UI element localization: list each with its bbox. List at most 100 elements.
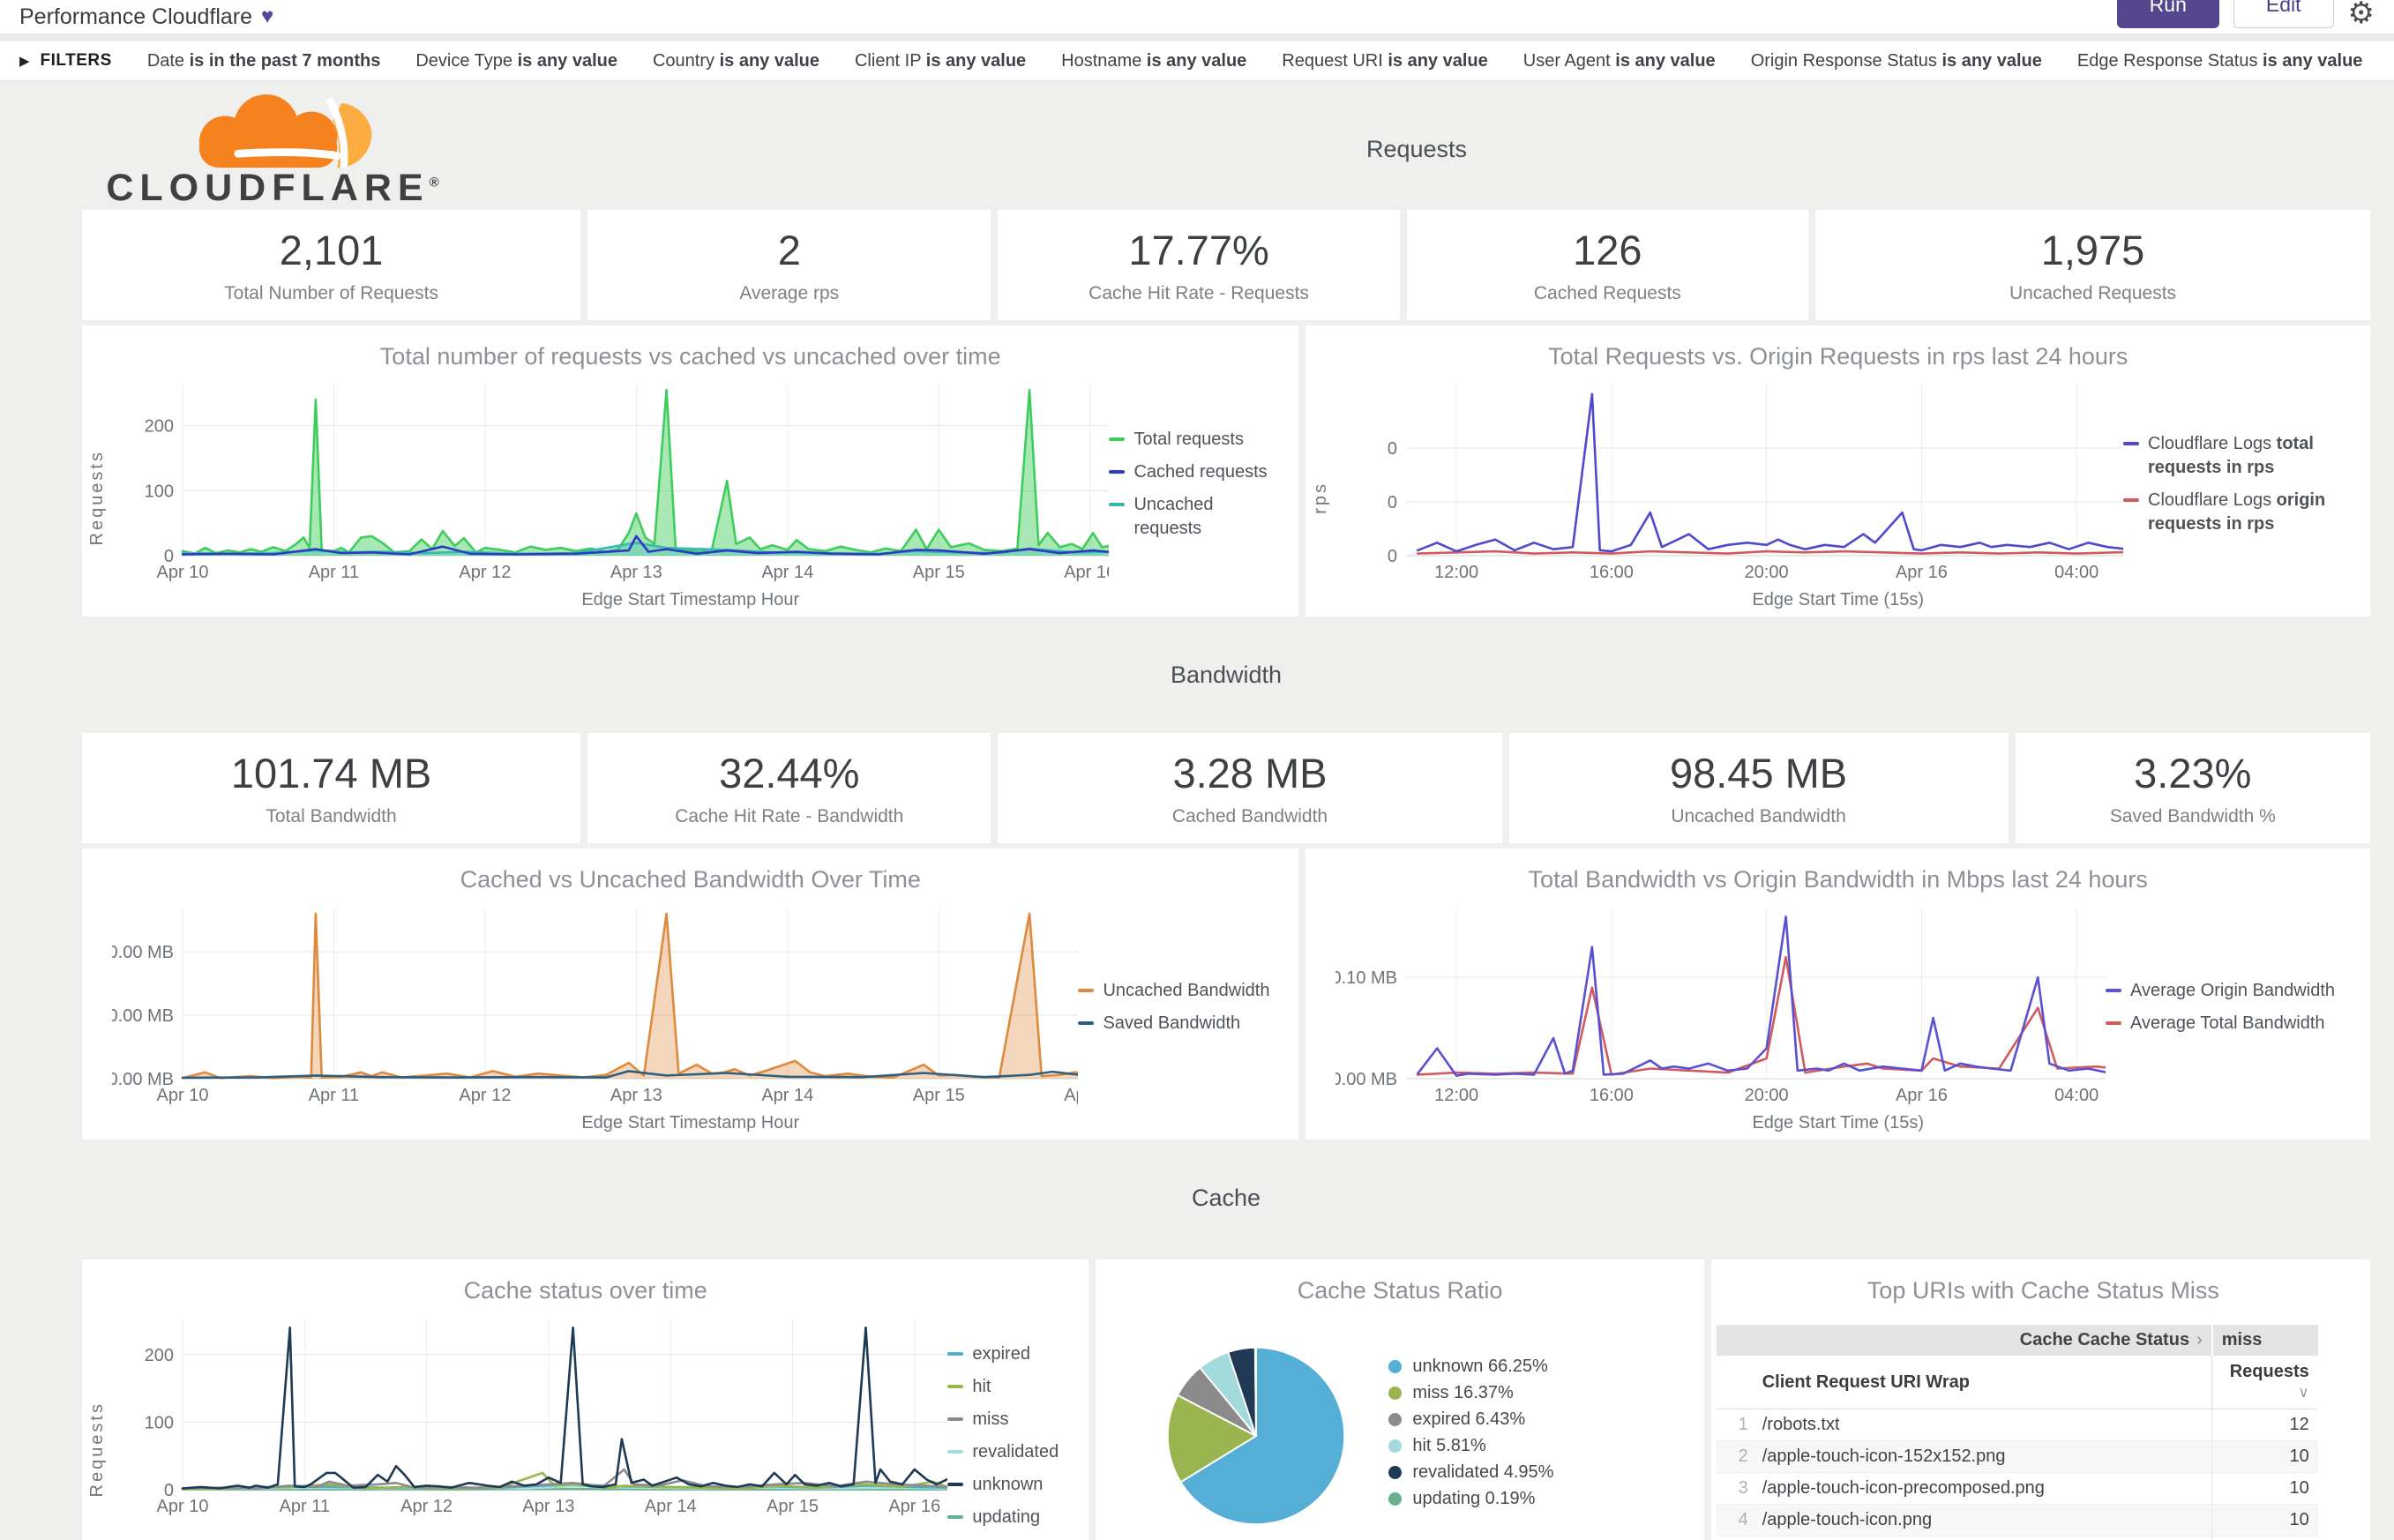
legend-swatch xyxy=(2123,498,2139,502)
filter-item-hostname[interactable]: Hostname is any value xyxy=(1061,51,1246,71)
table-title: Top URIs with Cache Status Miss xyxy=(1867,1277,2219,1304)
topbar: Performance Cloudflare ♥ Run Edit ⚙ xyxy=(0,0,2394,34)
svg-text:Apr 11: Apr 11 xyxy=(280,1497,330,1516)
bandwidth-over-time-plot[interactable]: Apr 10 Apr 11 Apr 12 Apr 13 Apr 14 Apr 15 Apr … xyxy=(112,901,1079,1109)
row-uri[interactable]: /apple-touch-icon-152x152.png xyxy=(1753,1440,2212,1473)
filters-label: FILTERS xyxy=(40,51,112,70)
pie-legend-item-updating[interactable]: updating 0.19% xyxy=(1388,1489,1553,1509)
legend-item-expired[interactable]: expired xyxy=(947,1342,1074,1366)
filters-toggle[interactable]: ▶ FILTERS xyxy=(19,51,112,71)
edit-button[interactable]: Edit xyxy=(2233,0,2334,28)
filter-item-country[interactable]: Country is any value xyxy=(653,51,819,71)
filter-item-request-uri[interactable]: Request URI is any value xyxy=(1282,51,1487,71)
row-uri[interactable]: /apple-touch-icon-precomposed.png xyxy=(1753,1472,2212,1505)
filter-item-edge-response-status[interactable]: Edge Response Status is any value xyxy=(2077,51,2363,71)
svg-text:Apr 12: Apr 12 xyxy=(459,563,511,582)
chart-title: Total Bandwidth vs Origin Bandwidth in M… xyxy=(1528,866,2148,893)
sort-desc-icon: ∨ xyxy=(2298,1384,2309,1401)
legend-item-saved-bandwidth[interactable]: Saved Bandwidth xyxy=(1078,1012,1284,1035)
stat-label: Cache Hit Rate - Bandwidth xyxy=(675,806,904,826)
pie-legend-label: miss 16.37% xyxy=(1412,1383,1514,1402)
pie-legend-item-revalidated[interactable]: revalidated 4.95% xyxy=(1388,1462,1553,1483)
legend-item-uncached-requests[interactable]: Uncached requests xyxy=(1109,493,1284,541)
filter-field: Country xyxy=(652,50,720,71)
legend-item-cached-requests[interactable]: Cached requests xyxy=(1109,460,1284,484)
chart-legend: Uncached Bandwidth Saved Bandwidth xyxy=(1078,901,1298,1113)
legend-swatch xyxy=(947,1515,964,1519)
gear-icon[interactable]: ⚙ xyxy=(2347,0,2375,30)
table-row[interactable]: 2/apple-touch-icon-152x152.png 10 xyxy=(1716,1440,2318,1473)
column-header-uri[interactable]: Client Request URI Wrap xyxy=(1753,1356,2212,1409)
filter-item-origin-response-status[interactable]: Origin Response Status is any value xyxy=(1751,51,2042,71)
svg-text:Apr 16: Apr 16 xyxy=(1064,563,1109,582)
stat-label: Uncached Bandwidth xyxy=(1671,806,1846,826)
row-uri[interactable]: /apple-touch-icon.png xyxy=(1753,1504,2212,1536)
stat-cached-requests: 126 Cached Requests xyxy=(1406,210,1808,320)
legend-swatch xyxy=(1109,437,1126,441)
pie-legend-item-hit[interactable]: hit 5.81% xyxy=(1388,1436,1553,1456)
legend-swatch xyxy=(1109,503,1126,506)
legend-item-total-requests[interactable]: Total requests xyxy=(1109,428,1284,452)
y-axis-label: rps xyxy=(1310,481,1330,514)
row-uri[interactable]: /robots.txt xyxy=(1753,1409,2212,1441)
legend-label-text: Average Origin Bandwidth xyxy=(2130,981,2335,1000)
row-requests: 10 xyxy=(2211,1440,2318,1473)
table-row[interactable]: 1/robots.txt 12 xyxy=(1716,1409,2318,1441)
svg-text:Apr 14: Apr 14 xyxy=(761,563,813,582)
svg-text:0: 0 xyxy=(1388,439,1397,459)
stat-value: 126 xyxy=(1573,227,1642,273)
legend-item-average-total-bandwidth[interactable]: Average Total Bandwidth xyxy=(2106,1012,2356,1035)
row-requests: 7 xyxy=(2211,1536,2318,1540)
run-button[interactable]: Run xyxy=(2116,0,2219,28)
group-header-cell[interactable]: Cache Cache Status › xyxy=(1716,1325,2212,1356)
x-axis-label: Edge Start Time (15s) xyxy=(1752,1113,1924,1133)
pie-legend: unknown 66.25% miss 16.37% expired 6.43% hi… xyxy=(1388,1357,1553,1509)
row-uri[interactable]: / xyxy=(1753,1536,2212,1540)
svg-text:200: 200 xyxy=(145,1346,174,1365)
row-requests: 10 xyxy=(2211,1472,2318,1505)
stat-label: Total Bandwidth xyxy=(266,806,397,826)
stat-value: 17.77% xyxy=(1128,227,1269,273)
legend-label: Cloudflare Logs total requests in rps xyxy=(2148,432,2356,480)
legend-item-updating[interactable]: updating xyxy=(947,1506,1074,1529)
table-row[interactable]: 5/7 xyxy=(1716,1536,2318,1540)
legend-item-cloudflare-logs-total-requests-in-rps[interactable]: Cloudflare Logs total requests in rps xyxy=(2123,432,2356,480)
svg-text:Apr 13: Apr 13 xyxy=(610,1086,662,1105)
section-title-requests: Requests xyxy=(1365,135,1468,162)
legend-item-unknown[interactable]: unknown xyxy=(947,1473,1074,1497)
column-header-requests[interactable]: Requests ∨ xyxy=(2211,1356,2318,1409)
legend-item-cloudflare-logs-origin-requests-in-rps[interactable]: Cloudflare Logs origin requests in rps xyxy=(2123,489,2356,536)
pie-legend-item-miss[interactable]: miss 16.37% xyxy=(1388,1383,1553,1403)
legend-swatch xyxy=(947,1450,964,1454)
filter-item-device-type[interactable]: Device Type is any value xyxy=(415,51,617,71)
cache-status-plot[interactable]: Apr 10 Apr 11 Apr 12 Apr 13 Apr 14 Apr 15 Apr … xyxy=(112,1312,948,1520)
filter-item-user-agent[interactable]: User Agent is any value xyxy=(1523,51,1716,71)
table-row[interactable]: 4/apple-touch-icon.png 10 xyxy=(1716,1504,2318,1536)
filter-item-date[interactable]: Date is in the past 7 months xyxy=(147,51,381,71)
y-axis-label: Requests xyxy=(86,1401,107,1498)
filter-item-client-ip[interactable]: Client IP is any value xyxy=(855,51,1026,71)
pie-legend-dot xyxy=(1388,1492,1403,1506)
svg-text:0.10 MB: 0.10 MB xyxy=(1335,968,1397,988)
stat-label: Total Number of Requests xyxy=(224,283,438,303)
svg-text:Apr 11: Apr 11 xyxy=(309,1086,359,1105)
cache-status-pie[interactable] xyxy=(1163,1342,1350,1529)
filter-condition: is any value xyxy=(719,50,819,71)
legend-item-average-origin-bandwidth[interactable]: Average Origin Bandwidth xyxy=(2106,979,2356,1003)
pie-legend-item-expired[interactable]: expired 6.43% xyxy=(1388,1409,1553,1430)
svg-text:Apr 16: Apr 16 xyxy=(1064,1086,1078,1105)
cloudflare-cloud-icon xyxy=(198,93,372,168)
table-row[interactable]: 3/apple-touch-icon-precomposed.png 10 xyxy=(1716,1472,2318,1505)
group-header-value[interactable]: miss xyxy=(2211,1325,2318,1356)
stat-label: Average rps xyxy=(739,283,840,303)
legend-item-revalidated[interactable]: revalidated xyxy=(947,1440,1074,1464)
legend-label-text: expired xyxy=(972,1344,1030,1364)
pie-legend-item-unknown[interactable]: unknown 66.25% xyxy=(1388,1357,1553,1377)
y-axis-label: Requests xyxy=(86,449,107,546)
legend-item-hit[interactable]: hit xyxy=(947,1375,1074,1399)
requests-over-time-plot[interactable]: Apr 10 Apr 11 Apr 12 Apr 13 Apr 14 Apr 15 Apr … xyxy=(112,378,1110,586)
legend-item-miss[interactable]: miss xyxy=(947,1408,1074,1432)
legend-item-uncached-bandwidth[interactable]: Uncached Bandwidth xyxy=(1078,979,1284,1003)
